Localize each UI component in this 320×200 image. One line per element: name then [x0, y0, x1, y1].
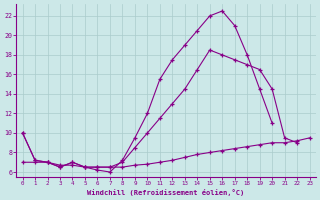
X-axis label: Windchill (Refroidissement éolien,°C): Windchill (Refroidissement éolien,°C): [87, 189, 245, 196]
